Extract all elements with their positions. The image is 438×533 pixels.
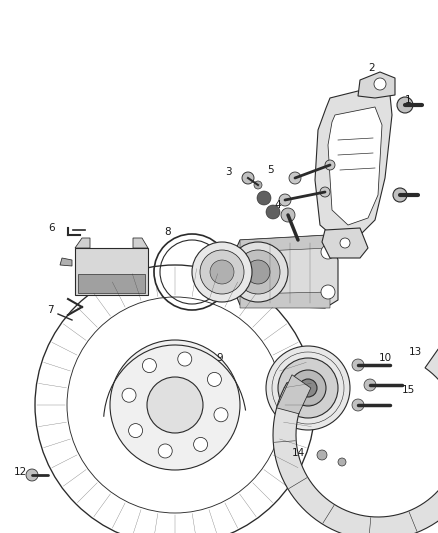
Text: 9: 9 bbox=[217, 353, 223, 363]
Polygon shape bbox=[232, 235, 338, 308]
Circle shape bbox=[278, 358, 338, 418]
Circle shape bbox=[364, 379, 376, 391]
Polygon shape bbox=[273, 349, 438, 533]
Polygon shape bbox=[75, 238, 90, 248]
Circle shape bbox=[290, 370, 326, 406]
Circle shape bbox=[397, 97, 413, 113]
Polygon shape bbox=[322, 228, 368, 258]
Circle shape bbox=[266, 205, 280, 219]
Circle shape bbox=[142, 359, 156, 373]
Circle shape bbox=[279, 194, 291, 206]
Text: 10: 10 bbox=[378, 353, 392, 363]
Circle shape bbox=[192, 242, 252, 302]
Polygon shape bbox=[358, 72, 395, 98]
Circle shape bbox=[340, 238, 350, 248]
Text: 12: 12 bbox=[14, 467, 27, 477]
Polygon shape bbox=[75, 248, 148, 295]
Circle shape bbox=[208, 373, 222, 386]
Circle shape bbox=[246, 260, 270, 284]
Polygon shape bbox=[78, 274, 145, 293]
Circle shape bbox=[325, 160, 335, 170]
Polygon shape bbox=[240, 292, 330, 308]
Text: 4: 4 bbox=[275, 200, 281, 210]
Polygon shape bbox=[60, 258, 72, 266]
Text: 7: 7 bbox=[47, 305, 53, 315]
Polygon shape bbox=[133, 238, 148, 248]
Text: 14: 14 bbox=[291, 448, 304, 458]
Text: 5: 5 bbox=[267, 165, 273, 175]
Circle shape bbox=[320, 187, 330, 197]
Circle shape bbox=[200, 250, 244, 294]
Circle shape bbox=[289, 172, 301, 184]
Text: 15: 15 bbox=[401, 385, 415, 395]
Circle shape bbox=[214, 408, 228, 422]
Circle shape bbox=[281, 208, 295, 222]
Circle shape bbox=[393, 188, 407, 202]
Circle shape bbox=[352, 399, 364, 411]
Circle shape bbox=[228, 242, 288, 302]
Polygon shape bbox=[276, 375, 311, 414]
Text: 13: 13 bbox=[408, 347, 422, 357]
Circle shape bbox=[299, 379, 317, 397]
Circle shape bbox=[374, 78, 386, 90]
Circle shape bbox=[236, 250, 280, 294]
Polygon shape bbox=[240, 235, 330, 252]
Circle shape bbox=[266, 346, 350, 430]
Circle shape bbox=[147, 377, 203, 433]
Polygon shape bbox=[328, 107, 382, 225]
Circle shape bbox=[110, 340, 240, 470]
Circle shape bbox=[210, 260, 234, 284]
Circle shape bbox=[321, 285, 335, 299]
Circle shape bbox=[321, 245, 335, 259]
Circle shape bbox=[26, 469, 38, 481]
Circle shape bbox=[254, 181, 262, 189]
Text: 3: 3 bbox=[225, 167, 231, 177]
Text: 1: 1 bbox=[405, 95, 411, 105]
Text: 6: 6 bbox=[49, 223, 55, 233]
Circle shape bbox=[242, 172, 254, 184]
Circle shape bbox=[352, 359, 364, 371]
Polygon shape bbox=[315, 88, 392, 238]
Circle shape bbox=[194, 438, 208, 451]
Text: 2: 2 bbox=[369, 63, 375, 73]
Text: 8: 8 bbox=[165, 227, 171, 237]
Circle shape bbox=[257, 191, 271, 205]
Circle shape bbox=[122, 388, 136, 402]
Circle shape bbox=[317, 450, 327, 460]
Circle shape bbox=[338, 458, 346, 466]
Circle shape bbox=[178, 352, 192, 366]
Circle shape bbox=[129, 424, 143, 438]
Circle shape bbox=[158, 444, 172, 458]
